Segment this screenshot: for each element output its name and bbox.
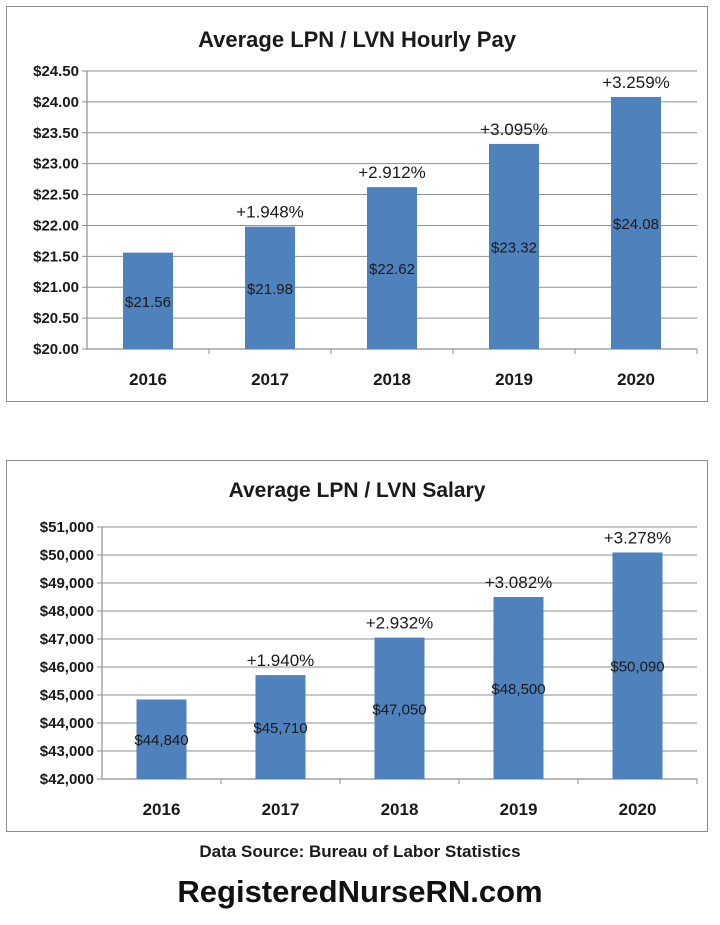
hourly-pay-bar-2017: [245, 226, 295, 349]
hourly-pay-y-tick-label: $20.00: [33, 341, 79, 358]
salary-value-label-2018: $47,050: [372, 701, 426, 718]
salary-y-tick-label: $49,000: [40, 575, 94, 592]
hourly-pay-chart: Average LPN / LVN Hourly Pay $20.00 $20.50…: [6, 6, 708, 402]
hourly-pay-value-label-2018: $22.62: [369, 261, 415, 278]
hourly-pay-change-label-2019: +3.095%: [480, 120, 548, 139]
hourly-pay-y-tick-label: $22.00: [33, 217, 79, 234]
salary-bar-2017: [255, 675, 306, 779]
salary-chart: Average LPN / LVN Salary $42,000 $43,000 $4…: [6, 460, 708, 832]
hourly-pay-bar-2020: [611, 96, 661, 350]
hourly-pay-change-label-2018: +2.912%: [358, 163, 426, 182]
hourly-pay-change-label-2020: +3.259%: [602, 73, 670, 92]
hourly-pay-value-label-2020: $24.08: [613, 216, 659, 233]
salary-y-tick-label: $46,000: [40, 659, 94, 676]
site-name: RegisteredNurseRN.com: [177, 874, 543, 909]
hourly-pay-value-label-2019: $23.32: [491, 239, 537, 256]
data-source-note: Data Source: Bureau of Labor Statistics: [199, 842, 521, 861]
salary-category-label-2020: 2020: [619, 800, 657, 819]
salary-bar-2020: [612, 552, 663, 779]
hourly-pay-y-tick-label: $21.50: [33, 248, 79, 265]
salary-y-tick-label: $51,000: [40, 519, 94, 536]
hourly-pay-bar-2016: [123, 252, 173, 349]
salary-y-tick-label: $45,000: [40, 687, 94, 704]
salary-category-label-2016: 2016: [143, 800, 181, 819]
salary-y-tick-label: $44,000: [40, 715, 94, 732]
hourly-pay-category-label-2017: 2017: [251, 370, 289, 389]
hourly-pay-value-label-2017: $21.98: [247, 281, 293, 298]
salary-category-label-2018: 2018: [381, 800, 419, 819]
salary-change-label-2020: +3.278%: [604, 528, 672, 547]
salary-category-label-2017: 2017: [262, 800, 300, 819]
salary-bar-2018: [374, 637, 425, 779]
salary-bar-2019: [493, 597, 544, 779]
hourly-pay-bar-2018: [367, 187, 417, 349]
hourly-pay-change-label-2017: +1.948%: [236, 203, 304, 222]
salary-value-label-2019: $48,500: [491, 681, 545, 698]
hourly-pay-category-label-2019: 2019: [495, 370, 533, 389]
hourly-pay-y-tick-label: $21.00: [33, 279, 79, 296]
salary-value-label-2016: $44,840: [134, 732, 188, 749]
hourly-pay-y-tick-label: $22.50: [33, 187, 79, 204]
salary-y-tick-label: $43,000: [40, 743, 94, 760]
salary-change-label-2017: +1.940%: [247, 651, 315, 670]
salary-y-tick-label: $50,000: [40, 547, 94, 564]
hourly-pay-y-tick-label: $23.50: [33, 125, 79, 142]
hourly-pay-category-label-2018: 2018: [373, 370, 411, 389]
hourly-pay-bar-2019: [489, 143, 539, 349]
hourly-pay-category-label-2020: 2020: [617, 370, 655, 389]
salary-value-label-2017: $45,710: [253, 720, 307, 737]
hourly-pay-title: Average LPN / LVN Hourly Pay: [198, 27, 517, 52]
hourly-pay-y-tick-label: $23.00: [33, 156, 79, 173]
salary-y-tick-label: $47,000: [40, 631, 94, 648]
hourly-pay-y-tick-label: $24.50: [33, 63, 79, 80]
hourly-pay-y-tick-label: $24.00: [33, 94, 79, 111]
hourly-pay-chart-svg: Average LPN / LVN Hourly Pay $20.00 $20.50…: [33, 27, 698, 389]
hourly-pay-value-label-2016: $21.56: [125, 294, 171, 311]
salary-bar-2016: [136, 699, 187, 779]
salary-value-label-2020: $50,090: [610, 659, 664, 676]
salary-y-tick-label: $48,000: [40, 603, 94, 620]
salary-title: Average LPN / LVN Salary: [229, 479, 486, 502]
salary-change-label-2019: +3.082%: [485, 573, 553, 592]
salary-y-tick-label: $42,000: [40, 771, 94, 788]
hourly-pay-category-label-2016: 2016: [129, 370, 167, 389]
hourly-pay-y-tick-label: $20.50: [33, 310, 79, 327]
salary-change-label-2018: +2.932%: [366, 614, 434, 633]
salary-chart-svg: Average LPN / LVN Salary $42,000 $43,000 $4…: [40, 479, 698, 819]
salary-category-label-2019: 2019: [500, 800, 538, 819]
